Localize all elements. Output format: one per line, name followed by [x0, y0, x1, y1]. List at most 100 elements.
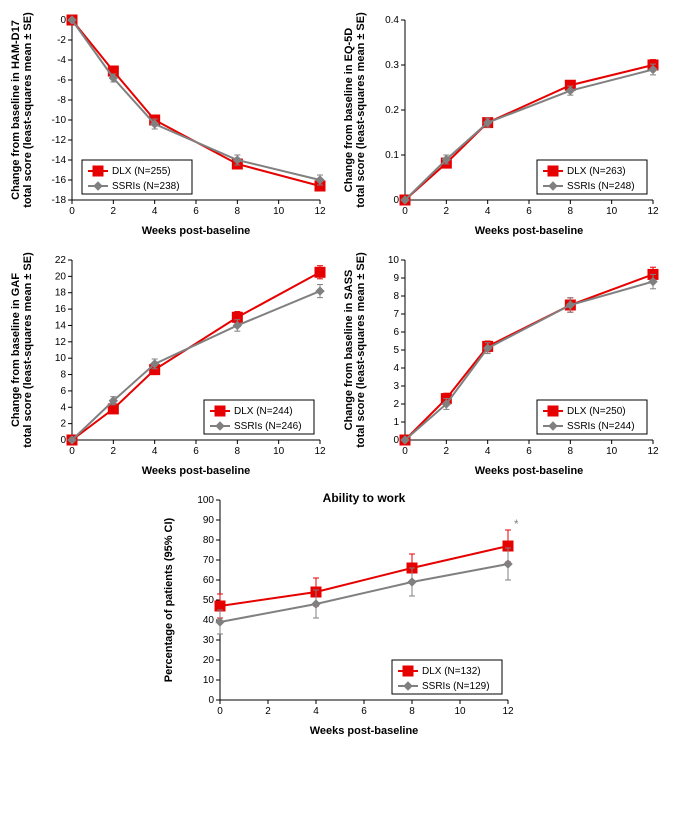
x-tick-label: 2 [265, 706, 271, 717]
y-tick-label: 22 [55, 255, 67, 266]
y-tick-label: 4 [393, 363, 399, 374]
annotation: * [514, 517, 518, 531]
y-tick-label: 18 [55, 288, 67, 299]
y-tick-label: 2 [393, 399, 399, 410]
legend-label: SSRIs (N=248) [567, 181, 635, 192]
y-tick-label: 6 [393, 327, 399, 338]
y-tick-label: -6 [57, 75, 66, 86]
chart-ability: Ability to work0246810120102030405060708… [158, 490, 518, 740]
x-axis-label: Weeks post-baseline [142, 465, 251, 477]
x-tick-label: 0 [69, 446, 75, 457]
y-tick-label: 0 [393, 195, 399, 206]
panel-gaf: 0246810120246810121416182022Weeks post-b… [10, 250, 333, 480]
y-tick-label: 80 [203, 535, 215, 546]
y-tick-label: -16 [52, 175, 67, 186]
legend-label: SSRIs (N=129) [422, 681, 490, 692]
x-tick-label: 10 [454, 706, 466, 717]
y-tick-label: 8 [393, 291, 399, 302]
y-axis-label: Change from baseline in EQ-5Dtotal score… [343, 12, 367, 208]
y-tick-label: -18 [52, 195, 67, 206]
x-tick-label: 12 [314, 206, 326, 217]
y-tick-label: 0 [393, 435, 399, 446]
y-tick-label: 0.4 [385, 15, 399, 26]
y-tick-label: 12 [55, 337, 67, 348]
x-tick-label: 6 [193, 206, 199, 217]
y-tick-label: 100 [197, 495, 214, 506]
y-tick-label: 20 [55, 271, 67, 282]
x-tick-label: 10 [606, 206, 618, 217]
legend-label: DLX (N=263) [567, 166, 626, 177]
x-tick-label: 4 [152, 206, 158, 217]
y-tick-label: -14 [52, 155, 67, 166]
y-tick-label: 8 [60, 370, 66, 381]
x-tick-label: 0 [402, 206, 408, 217]
x-tick-label: 6 [526, 206, 532, 217]
y-tick-label: 3 [393, 381, 399, 392]
legend-label: DLX (N=255) [112, 166, 171, 177]
y-tick-label: 0.1 [385, 150, 399, 161]
legend: DLX (N=250) SSRIs (N=244) [537, 400, 647, 434]
chart-hamd17: 024681012-18-16-14-12-10-8-6-4-20Weeks p… [10, 10, 330, 240]
x-tick-label: 4 [485, 206, 491, 217]
y-tick-label: 0.3 [385, 60, 399, 71]
series-line-dlx [220, 546, 508, 606]
y-tick-label: 9 [393, 273, 399, 284]
x-tick-label: 12 [502, 706, 514, 717]
y-tick-label: -8 [57, 95, 66, 106]
legend-label: SSRIs (N=244) [567, 421, 635, 432]
legend-label: SSRIs (N=246) [234, 421, 302, 432]
y-tick-label: 16 [55, 304, 67, 315]
x-tick-label: 6 [361, 706, 367, 717]
x-tick-label: 10 [606, 446, 618, 457]
x-tick-label: 0 [402, 446, 408, 457]
legend: DLX (N=255)SSRIs (N=238) [82, 160, 192, 194]
y-tick-label: 7 [393, 309, 399, 320]
y-tick-label: 14 [55, 320, 67, 331]
x-tick-label: 8 [568, 206, 574, 217]
x-tick-label: 8 [235, 446, 241, 457]
chart-gaf: 0246810120246810121416182022Weeks post-b… [10, 250, 330, 480]
y-tick-label: 90 [203, 515, 215, 526]
y-tick-label: -12 [52, 135, 67, 146]
legend-label: DLX (N=132) [422, 666, 481, 677]
x-tick-label: 6 [193, 446, 199, 457]
y-tick-label: 2 [60, 419, 66, 430]
y-tick-label: 40 [203, 615, 215, 626]
series-line-ssri [220, 564, 508, 622]
x-axis-label: Weeks post-baseline [475, 225, 584, 237]
y-tick-label: 30 [203, 635, 215, 646]
y-tick-label: 20 [203, 655, 215, 666]
chart-sass: 024681012012345678910Weeks post-baseline… [343, 250, 663, 480]
y-tick-label: -4 [57, 55, 66, 66]
y-axis-label: Change from baseline in SASStotal score … [343, 252, 367, 448]
y-tick-label: 60 [203, 575, 215, 586]
panel-title: Ability to work [323, 491, 406, 505]
panel-hamd17: 024681012-18-16-14-12-10-8-6-4-20Weeks p… [10, 10, 333, 240]
y-tick-label: 0 [208, 695, 214, 706]
legend: DLX (N=244) SSRIs (N=246) [204, 400, 314, 434]
x-tick-label: 4 [313, 706, 319, 717]
y-tick-label: 10 [203, 675, 215, 686]
x-tick-label: 2 [444, 206, 450, 217]
panel-ability: Ability to work0246810120102030405060708… [158, 490, 518, 740]
x-tick-label: 2 [444, 446, 450, 457]
x-axis-label: Weeks post-baseline [475, 465, 584, 477]
y-tick-label: -2 [57, 35, 66, 46]
x-tick-label: 8 [568, 446, 574, 457]
x-axis-label: Weeks post-baseline [310, 725, 419, 737]
x-tick-label: 8 [409, 706, 415, 717]
x-tick-label: 2 [111, 206, 117, 217]
series-line-ssri [72, 20, 320, 180]
y-tick-label: 70 [203, 555, 215, 566]
y-tick-label: 10 [55, 353, 67, 364]
x-tick-label: 12 [314, 446, 326, 457]
x-tick-label: 0 [69, 206, 75, 217]
x-tick-label: 12 [647, 206, 659, 217]
y-tick-label: 50 [203, 595, 215, 606]
y-tick-label: 5 [393, 345, 399, 356]
legend-label: DLX (N=250) [567, 406, 626, 417]
y-axis-label: Change from baseline in HAM-D17total sco… [10, 12, 34, 208]
x-tick-label: 10 [273, 446, 285, 457]
x-tick-label: 12 [647, 446, 659, 457]
legend-label: DLX (N=244) [234, 406, 293, 417]
